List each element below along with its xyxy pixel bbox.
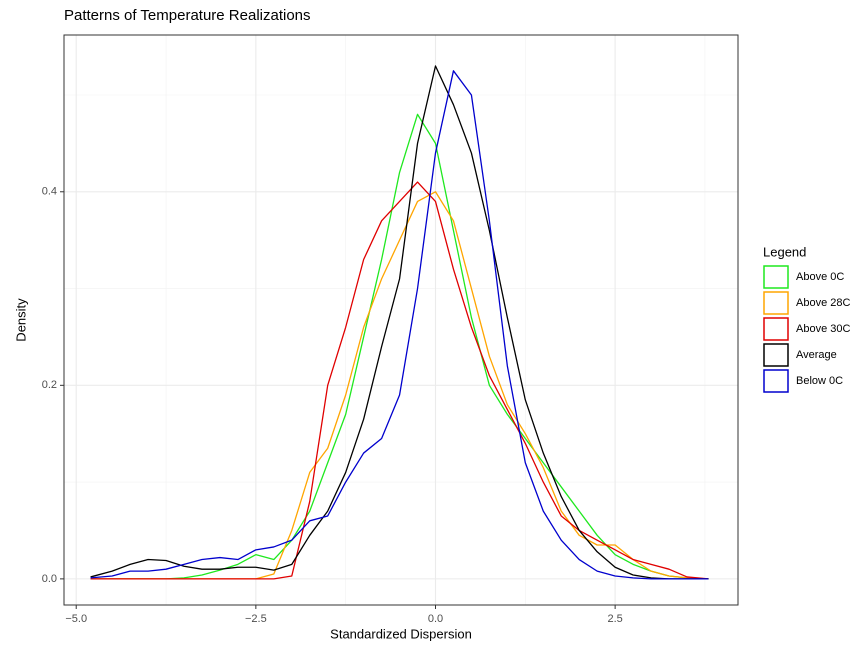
legend-key xyxy=(763,265,789,289)
legend-label: Above 28C xyxy=(796,297,850,309)
y-tick-label: 0.0 xyxy=(42,573,57,585)
legend-label: Above 0C xyxy=(796,271,844,283)
x-tick-label: −5.0 xyxy=(65,613,87,625)
density-line xyxy=(90,70,709,580)
legend-title: Legend xyxy=(763,244,806,259)
legend-label: Average xyxy=(796,349,837,361)
legend-label: Above 30C xyxy=(796,323,850,335)
x-tick-label: 0.0 xyxy=(428,613,443,625)
legend-key xyxy=(763,369,789,393)
density-line xyxy=(90,113,709,580)
panel-border xyxy=(63,34,739,606)
density-line xyxy=(90,181,709,580)
y-axis-title: Density xyxy=(13,298,28,342)
legend-label: Below 0C xyxy=(796,375,843,387)
x-tick-label: −2.5 xyxy=(245,613,267,625)
x-tick-label: 2.5 xyxy=(607,613,622,625)
legend-key xyxy=(763,291,789,315)
legend-key xyxy=(763,317,789,341)
x-axis-title: Standardized Dispersion xyxy=(330,626,472,641)
density-line xyxy=(90,65,709,580)
y-tick-label: 0.2 xyxy=(42,379,57,391)
legend-key xyxy=(763,343,789,367)
y-tick-label: 0.4 xyxy=(42,186,57,198)
chart-title: Patterns of Temperature Realizations xyxy=(64,7,311,24)
